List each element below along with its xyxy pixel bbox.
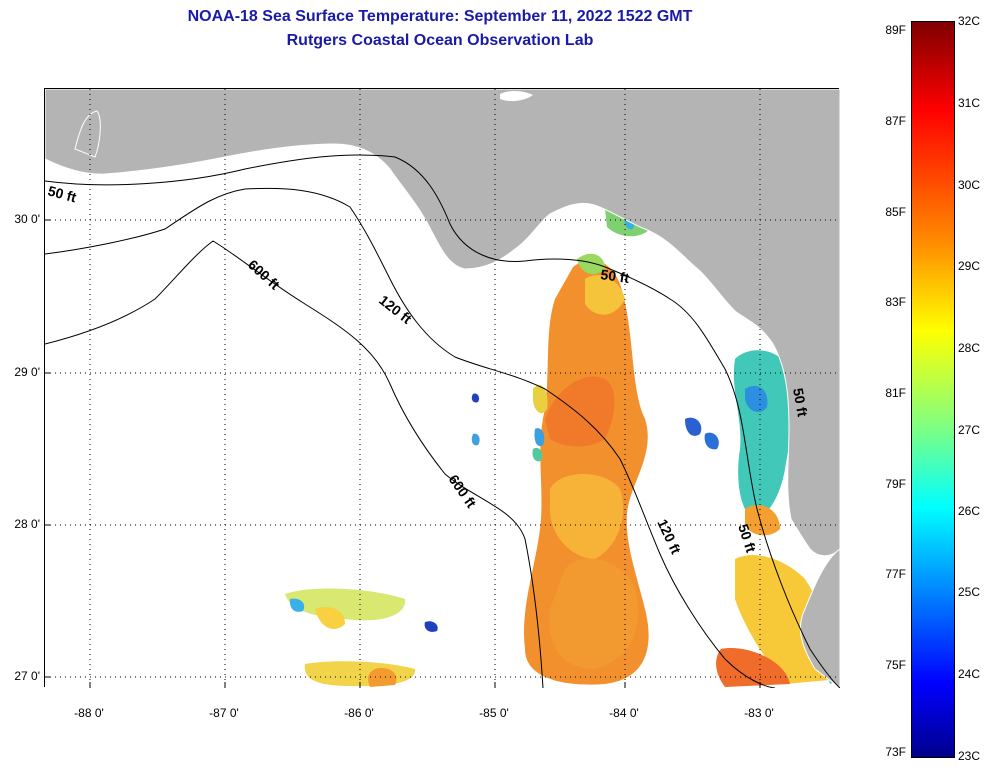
sst-map: 50 ft 600 ft 120 ft 50 ft 600 ft 120 ft … (44, 88, 840, 688)
colorbar-celsius-label: 25C (958, 585, 981, 599)
colorbar-celsius-label: 24C (958, 667, 981, 681)
contour-label: 50 ft (46, 182, 78, 205)
map-subtitle: Rutgers Coastal Ocean Observation Lab (286, 32, 594, 49)
colorbar-celsius-label: 31C (958, 96, 981, 110)
temperature-colorbar (911, 21, 955, 758)
colorbar-fahrenheit-label: 75F (885, 658, 906, 672)
colorbar-celsius-label: 29C (958, 259, 981, 273)
latitude-label: 28 0' (14, 517, 40, 531)
contour-label: 50 ft (600, 266, 631, 286)
colorbar-celsius-label: 23C (958, 749, 981, 763)
colorbar-celsius-label: 27C (958, 423, 981, 437)
bathymetry-contours (45, 154, 840, 688)
colorbar-fahrenheit-label: 85F (885, 205, 906, 219)
colorbar-celsius-label: 30C (958, 178, 981, 192)
sst-data-layer (285, 205, 840, 687)
longitude-label: -85 0' (479, 706, 509, 720)
colorbar-fahrenheit-label: 87F (885, 114, 906, 128)
colorbar-celsius-label: 28C (958, 341, 981, 355)
longitude-label: -88 0' (74, 706, 104, 720)
colorbar-fahrenheit-label: 83F (885, 295, 906, 309)
longitude-label: -83 0' (744, 706, 774, 720)
colorbar-fahrenheit-label: 89F (885, 23, 906, 37)
longitude-label: -86 0' (344, 706, 374, 720)
contour-label: 50 ft (790, 387, 811, 418)
colorbar-fahrenheit-label: 81F (885, 386, 906, 400)
latitude-label: 29 0' (14, 365, 40, 379)
colorbar-fahrenheit-label: 77F (885, 567, 906, 581)
longitude-label: -84 0' (609, 706, 639, 720)
colorbar-fahrenheit-label: 73F (885, 745, 906, 759)
map-title: NOAA-18 Sea Surface Temperature: Septemb… (187, 8, 693, 25)
latitude-label: 27 0' (14, 669, 40, 683)
longitude-label: -87 0' (209, 706, 239, 720)
latitude-label: 30 0' (14, 212, 40, 226)
colorbar-celsius-label: 32C (958, 14, 981, 28)
colorbar-fahrenheit-label: 79F (885, 477, 906, 491)
colorbar-celsius-label: 26C (958, 504, 981, 518)
land-area (45, 89, 840, 557)
